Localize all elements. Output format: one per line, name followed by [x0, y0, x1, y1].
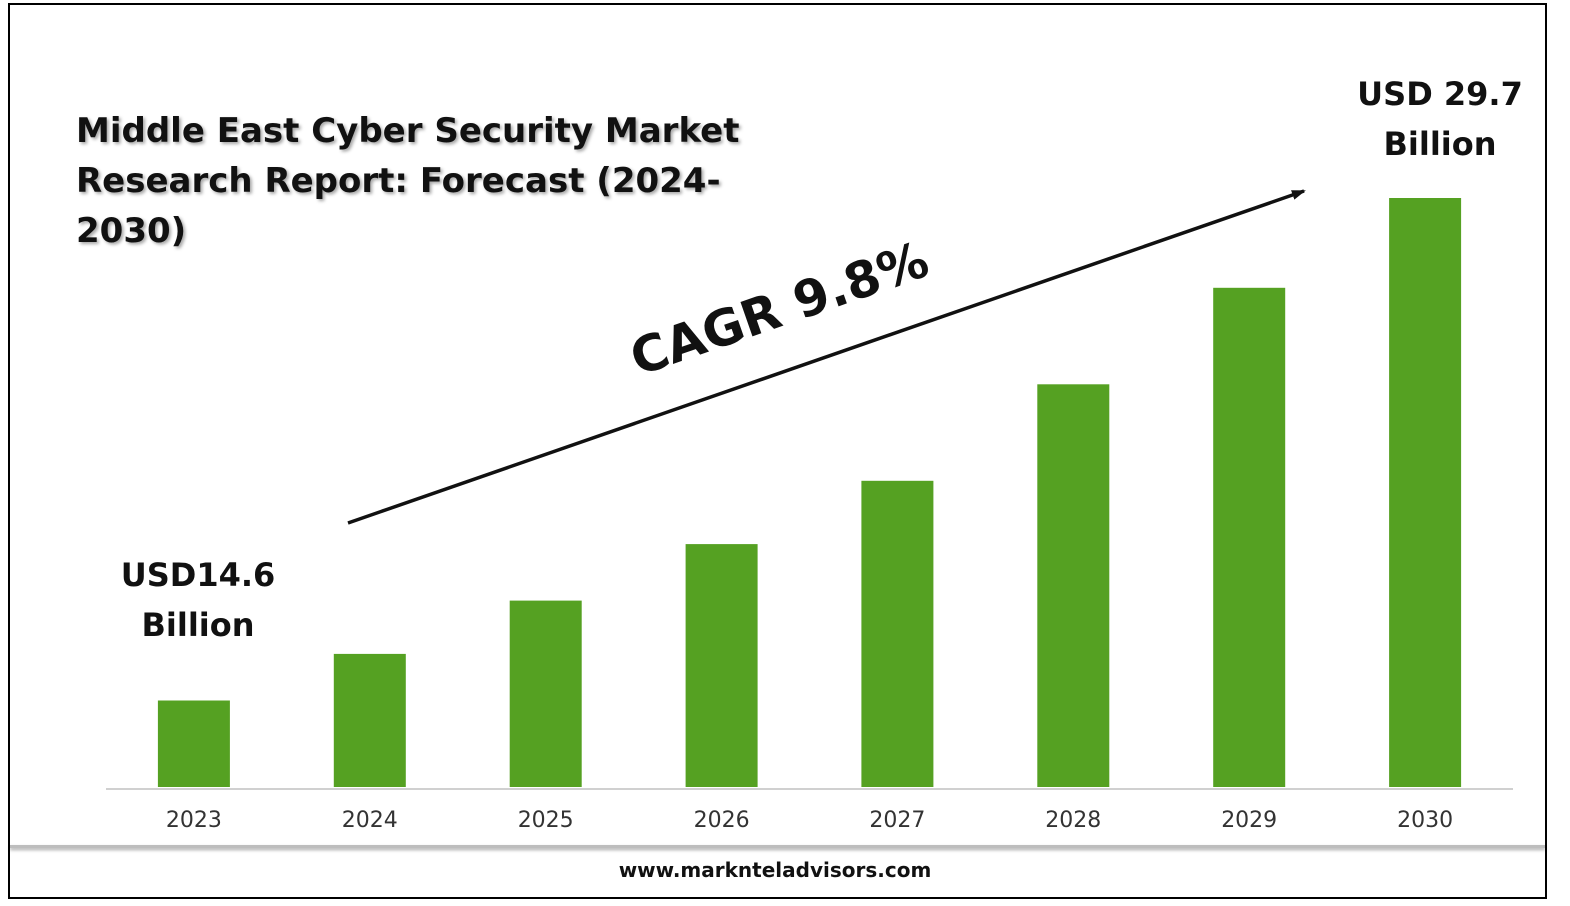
x-tick-label-2024: 2024	[342, 808, 398, 833]
x-tick-label-2027: 2027	[869, 808, 925, 833]
start-value-label: USD14.6 Billion	[108, 550, 288, 650]
bar-2030	[1389, 198, 1462, 787]
start-value-line2: Billion	[141, 606, 255, 644]
end-value-label: USD 29.7 Billion	[1340, 69, 1540, 169]
x-tick-label-2028: 2028	[1045, 808, 1101, 833]
website-footer: www.marknteladvisors.com	[618, 858, 932, 882]
x-tick-label-2025: 2025	[518, 808, 574, 833]
end-value-line1: USD 29.7	[1357, 75, 1523, 113]
x-tick-label-2023: 2023	[166, 808, 222, 833]
footer-divider	[10, 845, 1545, 848]
x-tick-label-2030: 2030	[1397, 808, 1453, 833]
bar-2027	[861, 480, 934, 787]
start-value-line1: USD14.6	[120, 556, 276, 594]
bar-2028	[1037, 384, 1110, 787]
bar-2026	[685, 544, 758, 787]
bar-2024	[333, 653, 406, 787]
x-tick-label-2029: 2029	[1221, 808, 1277, 833]
cagr-arrow	[347, 189, 1306, 525]
bars-layer	[157, 198, 1462, 787]
chart-frame	[8, 3, 1547, 899]
bar-2025	[509, 600, 582, 787]
x-tick-labels: 2023 2024 2025 2026 2027 2028 2029 2030	[166, 808, 1453, 833]
bar-2023	[157, 700, 230, 787]
end-value-line2: Billion	[1383, 125, 1497, 163]
x-tick-label-2026: 2026	[694, 808, 750, 833]
bar-2029	[1213, 287, 1286, 787]
cagr-label: CAGR 9.8%	[623, 230, 936, 387]
chart-title: Middle East Cyber Security Market Resear…	[76, 111, 740, 251]
